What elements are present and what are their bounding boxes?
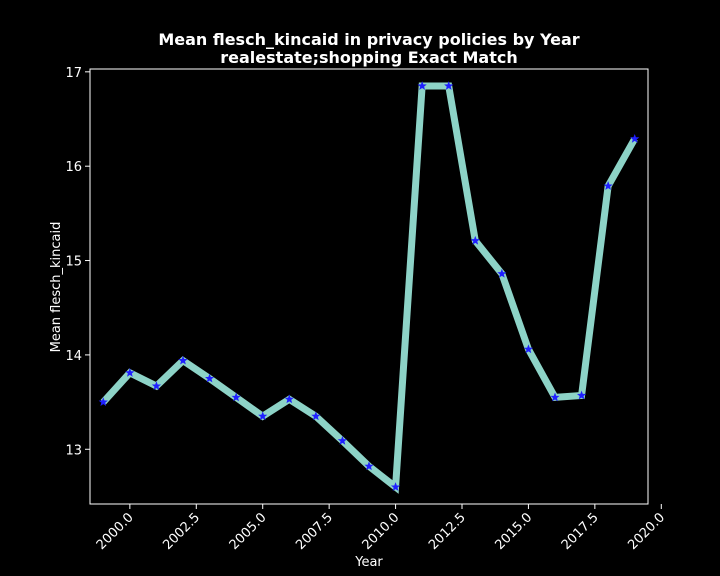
data-point-marker — [284, 394, 294, 404]
y-tick-label: 17 — [65, 66, 82, 81]
data-point-marker — [178, 355, 188, 365]
data-point-marker — [364, 461, 374, 471]
data-point-marker — [337, 435, 348, 445]
chart-subtitle: realestate;shopping Exact Match — [220, 48, 517, 67]
y-tick-label: 16 — [65, 160, 82, 175]
data-point-marker — [470, 235, 480, 245]
data-point-marker — [151, 381, 162, 390]
data-point-marker — [523, 344, 534, 354]
data-point-marker — [231, 392, 241, 402]
data-point-marker — [98, 397, 108, 407]
chart-title: Mean flesch_kincaid in privacy policies … — [158, 30, 579, 49]
x-axis-label: Year — [354, 555, 383, 570]
data-point-marker — [417, 81, 427, 90]
data-point-marker — [125, 367, 135, 377]
data-point-marker — [204, 373, 215, 383]
y-axis-label: Mean flesch_kincaid — [49, 222, 64, 353]
data-point-marker — [390, 482, 401, 491]
data-point-marker — [497, 268, 507, 278]
data-point-marker — [444, 81, 454, 90]
data-point-marker — [258, 411, 268, 421]
data-point-marker — [311, 411, 321, 421]
y-tick-label: 15 — [65, 255, 82, 270]
data-point-marker — [630, 133, 640, 143]
data-point-marker — [550, 392, 560, 402]
y-tick-label: 13 — [65, 443, 82, 458]
axes-frame — [89, 68, 649, 505]
data-point-marker — [603, 181, 613, 190]
y-tick-label: 14 — [65, 349, 82, 364]
data-point-marker — [576, 390, 587, 400]
